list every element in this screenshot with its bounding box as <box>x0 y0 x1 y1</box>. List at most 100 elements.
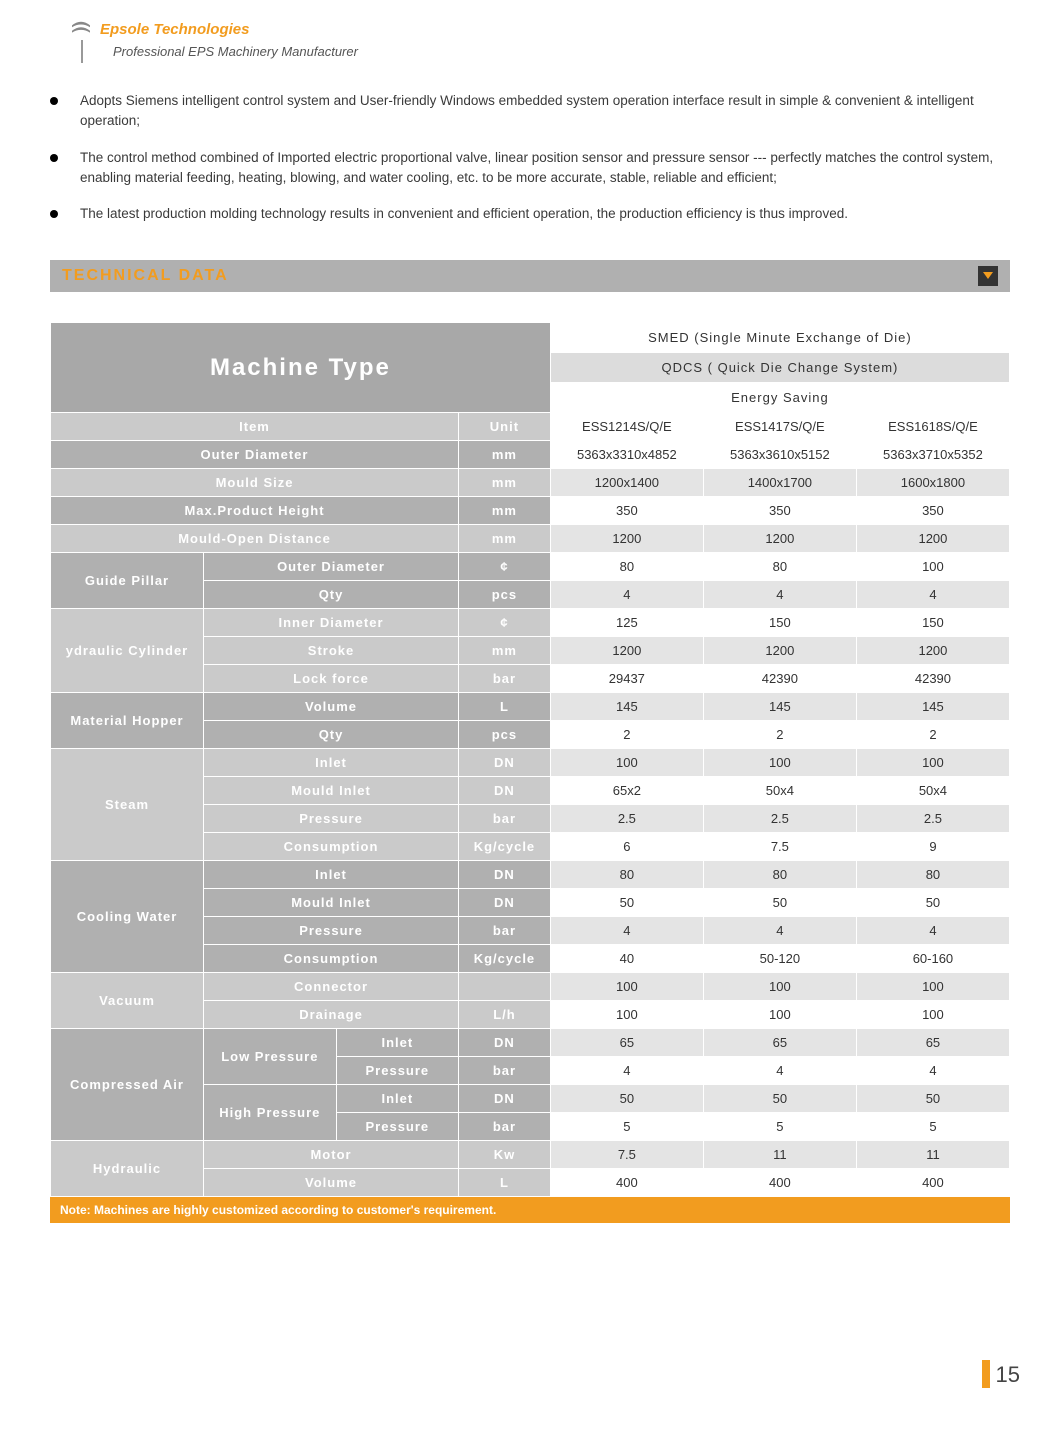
table-row: Cooling WaterInletDN808080 <box>51 861 1010 889</box>
page-number-text: 15 <box>996 1362 1020 1388</box>
value-cell: 1200 <box>550 525 703 553</box>
value-cell: 145 <box>856 693 1009 721</box>
value-cell: 4 <box>550 917 703 945</box>
value-cell: 6 <box>550 833 703 861</box>
value-cell: 1200 <box>856 525 1009 553</box>
value-cell: 2 <box>550 721 703 749</box>
unit-cell: DN <box>459 889 551 917</box>
value-cell: 5363x3710x5352 <box>856 441 1009 469</box>
value-cell: 1200 <box>856 637 1009 665</box>
top-label-smed: SMED (Single Minute Exchange of Die) <box>550 323 1009 353</box>
page-tab-accent <box>982 1360 990 1388</box>
top-label-energy: Energy Saving <box>550 383 1009 413</box>
label-cell: Inner Diameter <box>204 609 459 637</box>
value-cell: 125 <box>550 609 703 637</box>
value-cell: 50 <box>550 889 703 917</box>
unit-cell: L/h <box>459 1001 551 1029</box>
value-cell: 50 <box>703 1085 856 1113</box>
bullet-item: Adopts Siemens intelligent control syste… <box>50 91 1010 132</box>
unit-cell: DN <box>459 749 551 777</box>
header-model: ESS1214S/Q/E <box>550 413 703 441</box>
group-cell: Guide Pillar <box>51 553 204 609</box>
value-cell: 9 <box>856 833 1009 861</box>
value-cell: 2.5 <box>703 805 856 833</box>
unit-cell: pcs <box>459 581 551 609</box>
value-cell: 400 <box>703 1169 856 1197</box>
value-cell: 1200 <box>550 637 703 665</box>
value-cell: 50 <box>856 889 1009 917</box>
unit-cell: mm <box>459 637 551 665</box>
unit-cell: mm <box>459 497 551 525</box>
value-cell: 1200 <box>703 637 856 665</box>
unit-cell: bar <box>459 665 551 693</box>
header-model: ESS1618S/Q/E <box>856 413 1009 441</box>
section-title: TECHNICAL DATA <box>62 267 229 285</box>
label-cell: Drainage <box>204 1001 459 1029</box>
value-cell: 50x4 <box>703 777 856 805</box>
value-cell: 80 <box>550 861 703 889</box>
value-cell: 145 <box>703 693 856 721</box>
value-cell: 100 <box>856 1001 1009 1029</box>
value-cell: 350 <box>550 497 703 525</box>
label-cell: Pressure <box>204 917 459 945</box>
value-cell: 50 <box>550 1085 703 1113</box>
value-cell: 80 <box>703 861 856 889</box>
group-cell: Material Hopper <box>51 693 204 749</box>
unit-cell: pcs <box>459 721 551 749</box>
unit-cell: ¢ <box>459 553 551 581</box>
brand-name: Epsole Technologies <box>100 21 249 38</box>
group-cell: ydraulic Cylinder <box>51 609 204 693</box>
section-bar: TECHNICAL DATA <box>50 260 1010 292</box>
table-row: Material HopperVolumeL145145145 <box>51 693 1010 721</box>
label-cell: Mould Inlet <box>204 889 459 917</box>
feature-bullets: Adopts Siemens intelligent control syste… <box>0 71 1060 250</box>
bullet-dot-icon <box>50 97 58 105</box>
unit-cell: DN <box>459 861 551 889</box>
unit-cell: L <box>459 693 551 721</box>
table-row: ydraulic CylinderInner Diameter¢12515015… <box>51 609 1010 637</box>
label-cell: Qty <box>204 581 459 609</box>
value-cell: 4 <box>703 917 856 945</box>
label-cell: Pressure <box>336 1113 458 1141</box>
unit-cell: DN <box>459 1085 551 1113</box>
table-row: Outer Diametermm5363x3310x48525363x3610x… <box>51 441 1010 469</box>
unit-cell: ¢ <box>459 609 551 637</box>
label-cell: Mould Size <box>51 469 459 497</box>
label-cell: Motor <box>204 1141 459 1169</box>
unit-cell: DN <box>459 777 551 805</box>
value-cell: 2 <box>856 721 1009 749</box>
value-cell: 42390 <box>703 665 856 693</box>
group-cell: Vacuum <box>51 973 204 1029</box>
unit-cell: mm <box>459 441 551 469</box>
table-row: HydraulicMotorKw7.51111 <box>51 1141 1010 1169</box>
group-cell: Steam <box>51 749 204 861</box>
group-cell: Compressed Air <box>51 1029 204 1141</box>
value-cell: 65 <box>856 1029 1009 1057</box>
label-cell: Mould-Open Distance <box>51 525 459 553</box>
value-cell: 50x4 <box>856 777 1009 805</box>
page-number: 15 <box>982 1360 1020 1388</box>
subgroup-cell: Low Pressure <box>204 1029 337 1085</box>
table-row: Mould-Open Distancemm120012001200 <box>51 525 1010 553</box>
value-cell: 80 <box>550 553 703 581</box>
value-cell: 1600x1800 <box>856 469 1009 497</box>
value-cell: 65 <box>703 1029 856 1057</box>
value-cell: 1400x1700 <box>703 469 856 497</box>
value-cell: 50 <box>703 889 856 917</box>
unit-cell: bar <box>459 805 551 833</box>
brand-logo-icon <box>70 20 92 38</box>
label-cell: Inlet <box>204 749 459 777</box>
value-cell: 100 <box>550 1001 703 1029</box>
value-cell: 100 <box>856 553 1009 581</box>
table-row: Guide PillarOuter Diameter¢8080100 <box>51 553 1010 581</box>
label-cell: Outer Diameter <box>51 441 459 469</box>
value-cell: 80 <box>856 861 1009 889</box>
value-cell: 100 <box>550 749 703 777</box>
table-row: VacuumConnector100100100 <box>51 973 1010 1001</box>
value-cell: 100 <box>703 973 856 1001</box>
value-cell: 4 <box>550 1057 703 1085</box>
unit-cell: L <box>459 1169 551 1197</box>
subgroup-cell: High Pressure <box>204 1085 337 1141</box>
value-cell: 150 <box>856 609 1009 637</box>
value-cell: 4 <box>856 1057 1009 1085</box>
